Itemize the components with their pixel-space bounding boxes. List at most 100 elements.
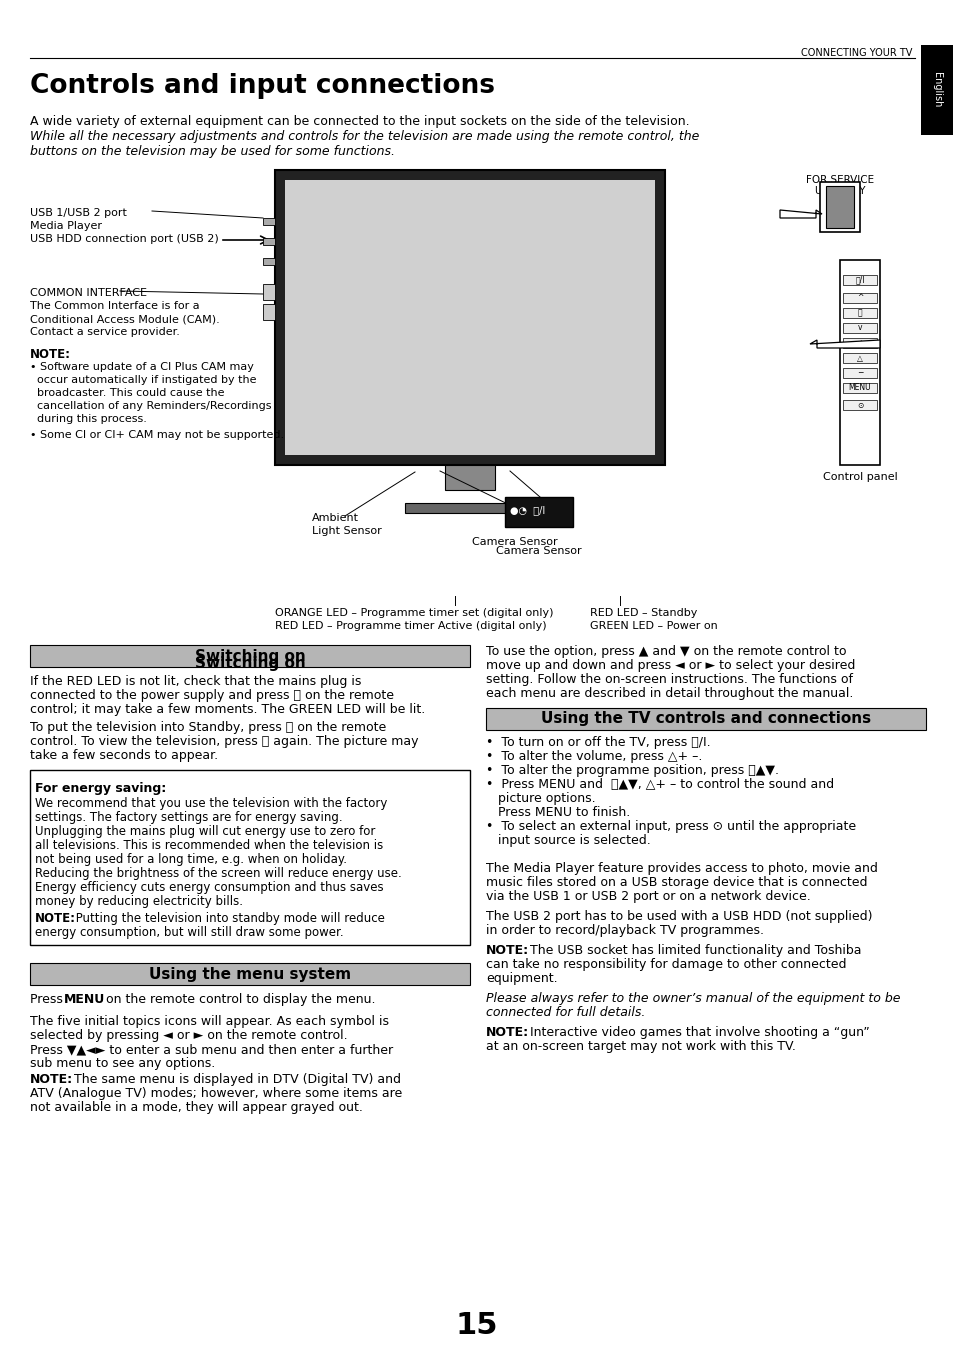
Text: The same menu is displayed in DTV (Digital TV) and: The same menu is displayed in DTV (Digit… <box>70 1073 400 1086</box>
Bar <box>842 338 876 347</box>
Text: We recommend that you use the television with the factory: We recommend that you use the television… <box>35 796 387 810</box>
Text: connected for full details.: connected for full details. <box>485 1006 644 1019</box>
Text: +: + <box>856 338 862 347</box>
Text: Conditional Access Module (CAM).: Conditional Access Module (CAM). <box>30 314 219 324</box>
Text: Press: Press <box>30 992 67 1006</box>
Text: CONNECTING YOUR TV: CONNECTING YOUR TV <box>800 49 911 58</box>
Text: Putting the television into standby mode will reduce: Putting the television into standby mode… <box>71 913 384 925</box>
Text: 15: 15 <box>456 1311 497 1340</box>
Text: each menu are described in detail throughout the manual.: each menu are described in detail throug… <box>485 687 853 700</box>
Text: not available in a mode, they will appear grayed out.: not available in a mode, they will appea… <box>30 1101 362 1114</box>
Text: USE ONLY: USE ONLY <box>814 187 864 196</box>
Text: ⓟ: ⓟ <box>857 308 862 318</box>
Text: Reducing the brightness of the screen will reduce energy use.: Reducing the brightness of the screen wi… <box>35 867 401 880</box>
Text: occur automatically if instigated by the: occur automatically if instigated by the <box>30 375 256 385</box>
Text: in order to record/playback TV programmes.: in order to record/playback TV programme… <box>485 923 763 937</box>
Text: English: English <box>931 72 941 108</box>
Text: •  Press MENU and  ⓟ▲▼, △+ – to control the sound and: • Press MENU and ⓟ▲▼, △+ – to control th… <box>485 777 833 791</box>
Text: ATV (Analogue TV) modes; however, where some items are: ATV (Analogue TV) modes; however, where … <box>30 1087 402 1101</box>
Text: buttons on the television may be used for some functions.: buttons on the television may be used fo… <box>30 145 395 158</box>
Text: Light Sensor: Light Sensor <box>312 526 381 535</box>
Text: RED LED – Standby: RED LED – Standby <box>589 608 697 618</box>
Text: connected to the power supply and press ⓘ on the remote: connected to the power supply and press … <box>30 690 394 702</box>
Text: selected by pressing ◄ or ► on the remote control.: selected by pressing ◄ or ► on the remot… <box>30 1029 347 1042</box>
Text: If the RED LED is not lit, check that the mains plug is: If the RED LED is not lit, check that th… <box>30 675 361 688</box>
Text: control; it may take a few moments. The GREEN LED will be lit.: control; it may take a few moments. The … <box>30 703 425 717</box>
Text: Camera Sensor: Camera Sensor <box>472 537 558 548</box>
Text: input source is selected.: input source is selected. <box>485 834 650 846</box>
Text: Using the TV controls and connections: Using the TV controls and connections <box>540 711 870 726</box>
Text: cancellation of any Reminders/Recordings: cancellation of any Reminders/Recordings <box>30 402 272 411</box>
Text: COMMON INTERFACE: COMMON INTERFACE <box>30 288 147 297</box>
Text: A wide variety of external equipment can be connected to the input sockets on th: A wide variety of external equipment can… <box>30 115 689 128</box>
Text: not being used for a long time, e.g. when on holiday.: not being used for a long time, e.g. whe… <box>35 853 347 867</box>
Text: setting. Follow the on-screen instructions. The functions of: setting. Follow the on-screen instructio… <box>485 673 852 685</box>
Bar <box>263 304 274 320</box>
Text: For energy saving:: For energy saving: <box>35 781 166 795</box>
Text: equipment.: equipment. <box>485 972 558 986</box>
Text: ^: ^ <box>856 293 862 303</box>
Text: Media Player: Media Player <box>30 220 102 231</box>
Text: Ambient: Ambient <box>312 512 358 523</box>
Bar <box>444 465 495 489</box>
Bar <box>842 293 876 303</box>
Text: sub menu to see any options.: sub menu to see any options. <box>30 1057 215 1069</box>
Text: broadcaster. This could cause the: broadcaster. This could cause the <box>30 388 224 397</box>
Bar <box>842 308 876 318</box>
Text: control. To view the television, press ⓘ again. The picture may: control. To view the television, press ⓘ… <box>30 735 418 748</box>
Text: on the remote control to display the menu.: on the remote control to display the men… <box>102 992 375 1006</box>
Bar <box>842 274 876 285</box>
Bar <box>274 170 664 465</box>
Text: Press MENU to finish.: Press MENU to finish. <box>485 806 630 819</box>
Text: Press ▼▲◄► to enter a sub menu and then enter a further: Press ▼▲◄► to enter a sub menu and then … <box>30 1042 393 1056</box>
Text: ORANGE LED – Programme timer set (digital only): ORANGE LED – Programme timer set (digita… <box>274 608 553 618</box>
Bar <box>30 963 470 986</box>
Text: • Software update of a CI Plus CAM may: • Software update of a CI Plus CAM may <box>30 362 253 372</box>
Text: Interactive video games that involve shooting a “gun”: Interactive video games that involve sho… <box>525 1026 869 1038</box>
Text: Controls and input connections: Controls and input connections <box>30 73 495 99</box>
Text: Using the menu system: Using the menu system <box>149 967 351 982</box>
Text: The Common Interface is for a: The Common Interface is for a <box>30 301 199 311</box>
Text: NOTE:: NOTE: <box>30 1073 73 1086</box>
Bar <box>263 218 274 224</box>
Text: GREEN LED – Power on: GREEN LED – Power on <box>589 621 717 631</box>
Bar <box>820 183 859 233</box>
Text: Please always refer to the owner’s manual of the equipment to be: Please always refer to the owner’s manua… <box>485 992 900 1005</box>
Polygon shape <box>809 339 879 347</box>
Text: energy consumption, but will still draw some power.: energy consumption, but will still draw … <box>35 926 343 940</box>
Text: Camera Sensor: Camera Sensor <box>496 546 581 556</box>
Text: •  To turn on or off the TV, press ⓘ/I.: • To turn on or off the TV, press ⓘ/I. <box>485 735 710 749</box>
Text: The Media Player feature provides access to photo, movie and: The Media Player feature provides access… <box>485 863 877 875</box>
Text: Contact a service provider.: Contact a service provider. <box>30 327 180 337</box>
Text: Control panel: Control panel <box>821 472 897 483</box>
Text: The five initial topics icons will appear. As each symbol is: The five initial topics icons will appea… <box>30 1015 389 1028</box>
Bar <box>263 258 274 265</box>
Text: money by reducing electricity bills.: money by reducing electricity bills. <box>35 895 243 909</box>
Bar <box>842 323 876 333</box>
Text: Energy efficiency cuts energy consumption and thus saves: Energy efficiency cuts energy consumptio… <box>35 882 383 894</box>
Text: move up and down and press ◄ or ► to select your desired: move up and down and press ◄ or ► to sel… <box>485 658 855 672</box>
Text: FOR SERVICE: FOR SERVICE <box>805 174 873 185</box>
Text: •  To alter the volume, press △+ –.: • To alter the volume, press △+ –. <box>485 750 701 763</box>
Text: •  To alter the programme position, press ⓟ▲▼.: • To alter the programme position, press… <box>485 764 779 777</box>
Bar <box>405 503 535 512</box>
Text: can take no responsibility for damage to other connected: can take no responsibility for damage to… <box>485 959 845 971</box>
Text: picture options.: picture options. <box>485 792 595 804</box>
Bar <box>263 238 274 245</box>
Text: music files stored on a USB storage device that is connected: music files stored on a USB storage devi… <box>485 876 866 890</box>
Bar <box>840 260 879 465</box>
Bar <box>263 284 274 300</box>
Text: To put the television into Standby, press ⓘ on the remote: To put the television into Standby, pres… <box>30 721 386 734</box>
Text: during this process.: during this process. <box>30 414 147 425</box>
Text: USB 1/USB 2 port: USB 1/USB 2 port <box>30 208 127 218</box>
Text: ⊙: ⊙ <box>856 400 862 410</box>
Text: Unplugging the mains plug will cut energy use to zero for: Unplugging the mains plug will cut energ… <box>35 825 375 838</box>
Bar <box>285 180 655 456</box>
Text: Switching on: Switching on <box>194 649 305 664</box>
Text: MENU: MENU <box>848 384 870 392</box>
Polygon shape <box>780 210 821 218</box>
Text: at an on-screen target may not work with this TV.: at an on-screen target may not work with… <box>485 1040 795 1053</box>
Text: all televisions. This is recommended when the television is: all televisions. This is recommended whe… <box>35 840 383 852</box>
Text: MENU: MENU <box>64 992 105 1006</box>
Text: △: △ <box>856 353 862 362</box>
